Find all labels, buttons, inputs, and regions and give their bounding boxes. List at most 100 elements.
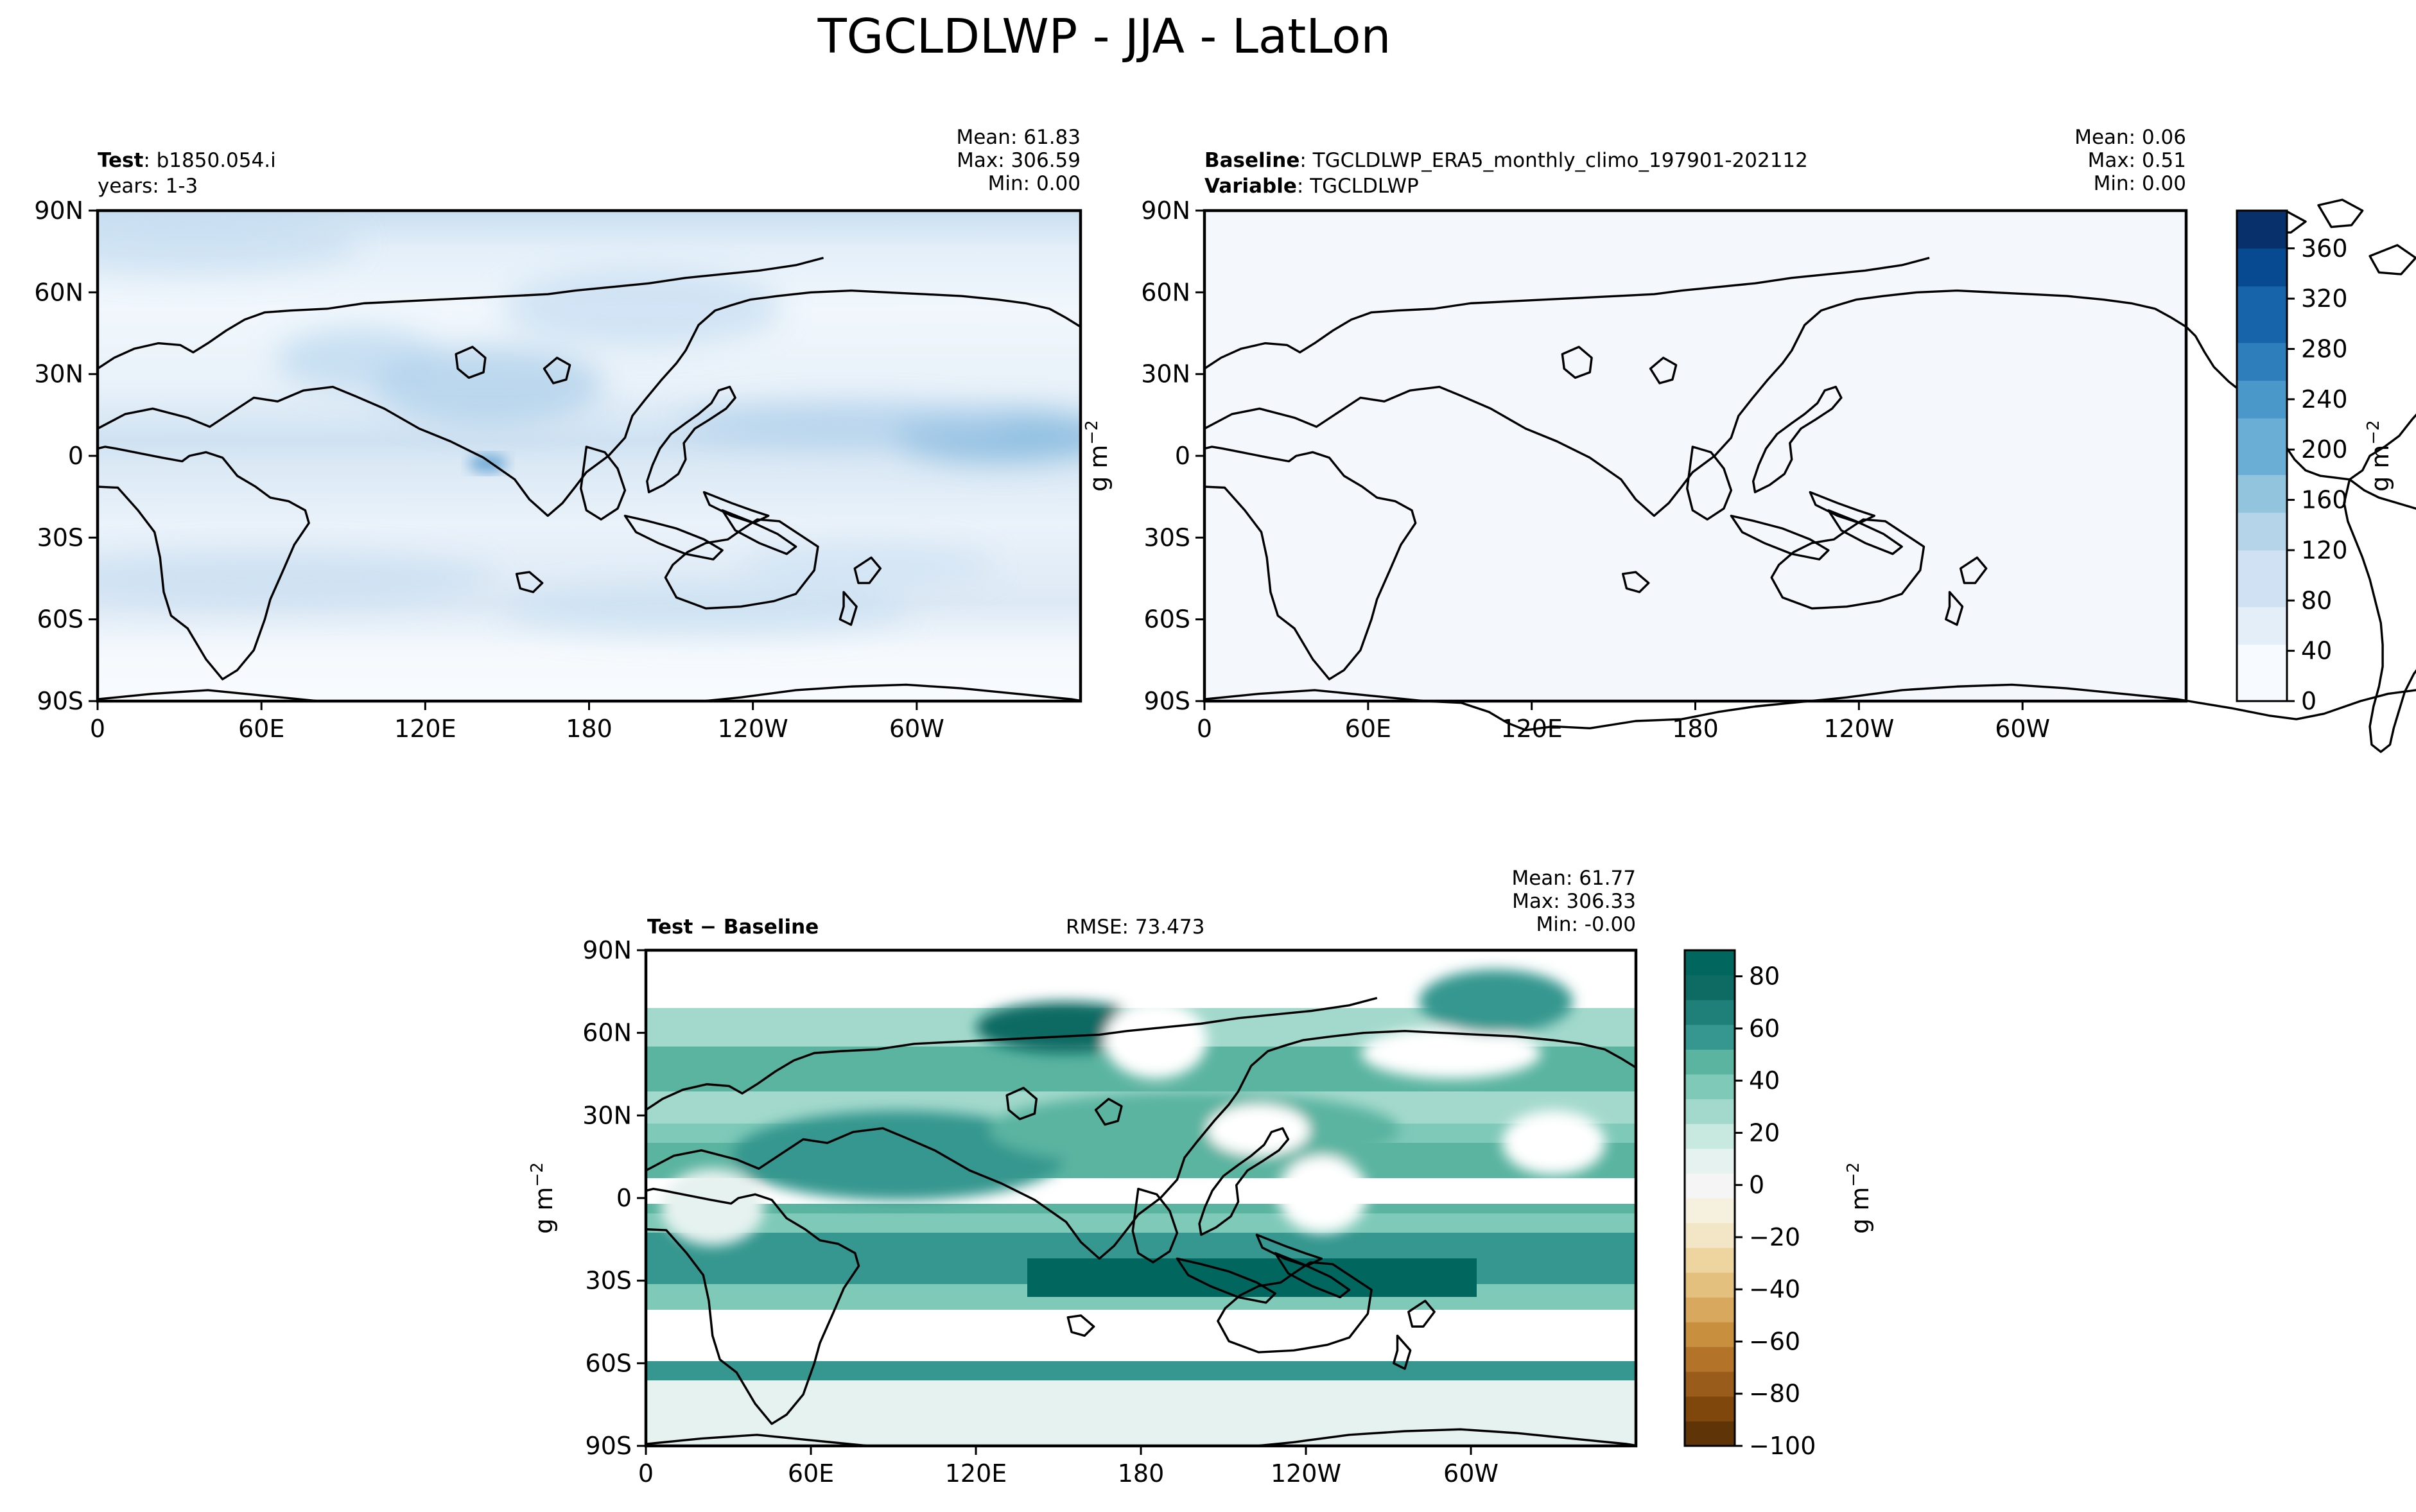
baseline-panel: Baseline: TGCLDLWP_ERA5_monthly_climo_19… xyxy=(1082,126,2416,753)
colorbar-tick-label: 20 xyxy=(1749,1118,1780,1147)
difference-colorbar-label-text: g m xyxy=(1846,1187,1874,1234)
x-tick-label: 60W xyxy=(1995,715,2050,743)
colorbar-frame xyxy=(1683,949,1736,1447)
colorbar-tick-label: −100 xyxy=(1749,1432,1816,1460)
colorbar-swatch xyxy=(2237,550,2287,569)
colorbar-tick-label: 60 xyxy=(1749,1014,1780,1043)
y-tick-label: 30S xyxy=(1144,523,1190,552)
difference-colorbar-label: g m−2 xyxy=(1844,1162,1874,1234)
colorbar-swatch xyxy=(1685,1024,1735,1050)
colorbar-tick-label: 280 xyxy=(2301,335,2348,363)
test-yticks: 90N 60N 30N 0 30S 60S 90S xyxy=(34,196,98,715)
colorbar-swatch xyxy=(1685,1396,1735,1421)
x-tick-label: 60W xyxy=(889,715,944,743)
x-tick-label: 120W xyxy=(718,715,788,743)
test-label-bold: Test xyxy=(98,149,144,172)
colorbar-swatch xyxy=(1685,1074,1735,1100)
test-years: years: 1-3 xyxy=(98,175,198,198)
colorbar-swatch xyxy=(2237,456,2287,475)
colorbar-tick-label: −20 xyxy=(1749,1223,1800,1251)
colorbar-swatch xyxy=(2237,211,2287,230)
baseline-mean: Mean: 0.06 xyxy=(2074,126,2186,149)
y-tick-label: 60S xyxy=(1144,605,1190,634)
colorbar-swatch xyxy=(1685,1247,1735,1273)
colorbar-tick-label: −40 xyxy=(1749,1275,1800,1303)
colorbar-tick-label: 120 xyxy=(2301,536,2348,564)
colorbar-tick-label: 0 xyxy=(2301,687,2316,715)
baseline-label-rest: : TGCLDLWP_ERA5_monthly_climo_197901-202… xyxy=(1299,149,1807,172)
baseline-ylabel-text: g m xyxy=(1084,445,1113,492)
difference-ylabel-sup: −2 xyxy=(528,1162,547,1186)
x-tick-label: 120E xyxy=(394,715,456,743)
colorbar-tick-label: 0 xyxy=(1749,1171,1764,1199)
y-tick-label: 0 xyxy=(616,1184,632,1212)
colorbar-tick-label: 160 xyxy=(2301,486,2348,514)
x-tick-label: 60E xyxy=(1345,715,1391,743)
colorbar-swatch xyxy=(2237,437,2287,456)
x-tick-label: 120E xyxy=(945,1459,1007,1488)
baseline-variable-rest: : TGCLDLWP xyxy=(1297,175,1419,198)
test-label: Test: b1850.054.i xyxy=(98,149,276,172)
baseline-yticks: 90N 60N 30N 0 30S 60S 90S xyxy=(1141,196,1204,715)
figure-title: TGCLDLWP - JJA - LatLon xyxy=(817,9,1391,64)
colorbar-swatch xyxy=(1685,1148,1735,1174)
x-tick-label: 180 xyxy=(1118,1459,1165,1488)
colorbar-swatch xyxy=(2237,644,2287,664)
baseline-map-field xyxy=(1204,211,2186,701)
colorbar-swatch xyxy=(2237,607,2287,626)
difference-map-field xyxy=(646,950,1636,1446)
test-max: Max: 306.59 xyxy=(957,149,1081,172)
y-tick-label: 60S xyxy=(37,605,83,634)
difference-ylabel-text: g m xyxy=(530,1187,558,1234)
difference-mean: Mean: 61.77 xyxy=(1511,867,1636,890)
x-tick-label: 120W xyxy=(1271,1459,1341,1488)
difference-max: Max: 306.33 xyxy=(1512,890,1636,913)
colorbar-swatch xyxy=(1685,1322,1735,1348)
colorbar-swatch xyxy=(2237,531,2287,551)
y-tick-label: 30S xyxy=(37,523,83,552)
colorbar-swatch xyxy=(2237,493,2287,513)
difference-min: Min: -0.00 xyxy=(1536,913,1636,936)
baseline-ylabel-sup: −2 xyxy=(1082,420,1102,444)
colorbar-tick-label: 320 xyxy=(2301,284,2348,313)
x-tick-label: 0 xyxy=(90,715,105,743)
test-baseline-colorbar-label-text: g m xyxy=(2366,445,2394,492)
colorbar-tick-label: −80 xyxy=(1749,1380,1800,1408)
colorbar-swatch xyxy=(2237,229,2287,249)
colorbar-swatch xyxy=(2237,625,2287,645)
difference-ylabel: g m−2 xyxy=(528,1162,558,1234)
difference-panel: Test − Baseline RMSE: 73.473 Mean: 61.77… xyxy=(528,867,1874,1488)
colorbar-swatch xyxy=(2237,569,2287,589)
y-tick-label: 90S xyxy=(586,1432,632,1460)
test-baseline-colorbar-label-sup: −2 xyxy=(2364,420,2383,444)
colorbar-swatch xyxy=(2237,474,2287,494)
colorbar-swatch xyxy=(1685,1049,1735,1075)
y-tick-label: 90N xyxy=(34,196,83,225)
baseline-variable: Variable: TGCLDLWP xyxy=(1204,175,1419,198)
colorbar-tick-label: 80 xyxy=(1749,962,1780,991)
y-tick-label: 90N xyxy=(582,936,632,964)
colorbar-swatch xyxy=(2237,361,2287,381)
colorbar-swatch xyxy=(1685,950,1735,976)
difference-colorbar: 80 60 40 20 0 −20 −40 −60 −80 −100 xyxy=(1683,949,1816,1460)
colorbar-swatch xyxy=(2237,380,2287,400)
colorbar-tick-label: 200 xyxy=(2301,435,2348,464)
y-tick-label: 90S xyxy=(37,687,83,715)
difference-rmse: RMSE: 73.473 xyxy=(1066,916,1204,939)
colorbar-tick-label: 80 xyxy=(2301,586,2332,614)
test-mean: Mean: 61.83 xyxy=(956,126,1081,149)
colorbar-swatch xyxy=(1685,1421,1735,1447)
x-tick-label: 120W xyxy=(1823,715,1894,743)
difference-xticks: 0 60E 120E 180 120W 60W xyxy=(638,1446,1499,1488)
test-min: Min: 0.00 xyxy=(988,172,1081,195)
difference-yticks: 90N 60N 30N 0 30S 60S 90S xyxy=(582,936,646,1460)
colorbar-swatch xyxy=(2237,286,2287,306)
colorbar-swatch xyxy=(2237,399,2287,419)
x-tick-label: 60E xyxy=(238,715,284,743)
x-tick-label: 180 xyxy=(566,715,613,743)
colorbar-tick-label: 240 xyxy=(2301,385,2348,413)
x-tick-label: 60E xyxy=(788,1459,834,1488)
colorbar-swatch xyxy=(1685,1173,1735,1199)
test-panel: Test: b1850.054.i years: 1-3 Mean: 61.83… xyxy=(34,126,1082,743)
